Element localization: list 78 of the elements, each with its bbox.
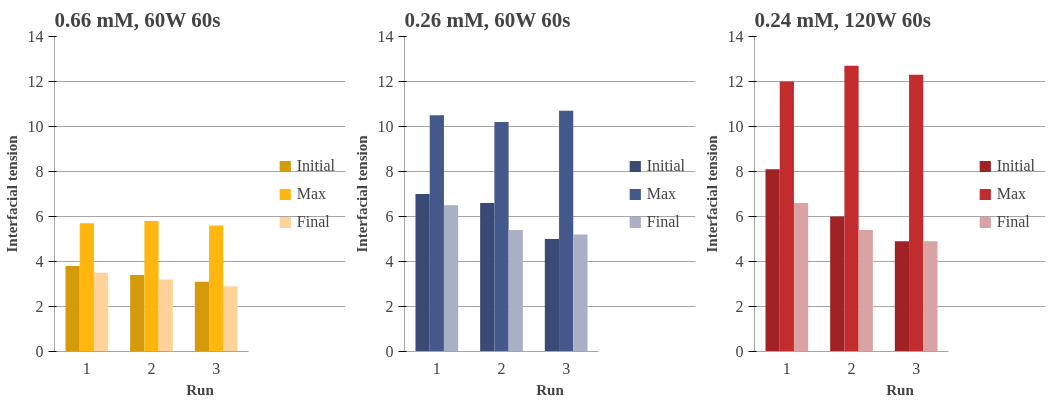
y-tick-label: 12 bbox=[27, 73, 44, 90]
bar bbox=[209, 225, 224, 352]
y-tick-label: 10 bbox=[727, 118, 744, 135]
bar bbox=[415, 194, 430, 352]
bar bbox=[830, 216, 845, 352]
y-tick-label: 2 bbox=[735, 298, 744, 315]
x-tick-label: 1 bbox=[432, 359, 441, 377]
x-tick-label: 3 bbox=[562, 359, 571, 377]
x-axis-title: Run bbox=[886, 381, 915, 398]
legend-label: Max bbox=[996, 184, 1027, 203]
x-tick-label: 3 bbox=[912, 359, 921, 377]
bar bbox=[130, 275, 145, 352]
bar bbox=[858, 230, 873, 352]
x-tick-label: 2 bbox=[147, 359, 156, 377]
y-tick-label: 8 bbox=[385, 163, 394, 180]
bar bbox=[779, 81, 794, 352]
legend-label: Final bbox=[646, 212, 680, 231]
y-tick-label: 14 bbox=[27, 28, 44, 45]
y-tick-label: 6 bbox=[35, 208, 44, 225]
legend-label: Initial bbox=[296, 156, 335, 175]
y-tick-label: 4 bbox=[385, 253, 394, 270]
bar bbox=[144, 221, 159, 352]
bar bbox=[429, 115, 444, 352]
bar bbox=[508, 230, 523, 352]
bar bbox=[494, 122, 509, 352]
x-axis-title: Run bbox=[536, 381, 565, 398]
bar bbox=[194, 281, 210, 352]
bar bbox=[544, 239, 560, 352]
y-tick-label: 4 bbox=[35, 253, 44, 270]
y-tick-label: 4 bbox=[735, 253, 744, 270]
y-tick-label: 14 bbox=[727, 28, 744, 45]
y-axis-title: Interfacial tension bbox=[703, 134, 720, 253]
x-tick-label: 2 bbox=[497, 359, 506, 377]
chart-title: 0.26 mM, 60W 60s bbox=[404, 7, 571, 32]
y-tick-label: 14 bbox=[377, 28, 394, 45]
y-tick-label: 6 bbox=[735, 208, 744, 225]
y-tick-label: 6 bbox=[385, 208, 394, 225]
bar bbox=[559, 110, 574, 352]
bar bbox=[93, 272, 109, 352]
x-tick-label: 2 bbox=[847, 359, 856, 377]
bar bbox=[909, 74, 924, 352]
legend-label: Final bbox=[996, 212, 1030, 231]
y-tick-label: 0 bbox=[735, 343, 744, 360]
legend-label: Initial bbox=[646, 156, 685, 175]
y-tick-label: 0 bbox=[35, 343, 44, 360]
x-tick-label: 1 bbox=[82, 359, 91, 377]
bar bbox=[765, 169, 780, 352]
bar bbox=[573, 234, 588, 352]
y-tick-label: 8 bbox=[735, 163, 744, 180]
y-tick-label: 2 bbox=[35, 298, 44, 315]
chart-title: 0.66 mM, 60W 60s bbox=[54, 7, 221, 32]
y-tick-label: 12 bbox=[727, 73, 744, 90]
bar bbox=[65, 266, 80, 352]
y-axis-title: Interfacial tension bbox=[353, 134, 370, 253]
bar bbox=[480, 203, 495, 352]
y-tick-label: 0 bbox=[385, 343, 394, 360]
legend-label: Max bbox=[646, 184, 677, 203]
chart-title: 0.24 mM, 120W 60s bbox=[754, 7, 931, 32]
x-tick-label: 1 bbox=[782, 359, 791, 377]
y-tick-label: 2 bbox=[385, 298, 394, 315]
y-tick-label: 12 bbox=[377, 73, 394, 90]
bar bbox=[158, 279, 173, 352]
legend-label: Max bbox=[296, 184, 327, 203]
bar bbox=[223, 286, 238, 352]
bar bbox=[443, 205, 459, 352]
bar bbox=[923, 241, 938, 352]
bar bbox=[793, 203, 809, 352]
legend-label: Initial bbox=[996, 156, 1035, 175]
x-axis-title: Run bbox=[186, 381, 215, 398]
bar bbox=[894, 241, 910, 352]
legend-label: Final bbox=[296, 212, 330, 231]
y-tick-label: 8 bbox=[35, 163, 44, 180]
y-tick-label: 10 bbox=[377, 118, 394, 135]
y-axis-title: Interfacial tension bbox=[3, 134, 20, 253]
y-tick-label: 10 bbox=[27, 118, 44, 135]
bar bbox=[844, 65, 859, 352]
x-tick-label: 3 bbox=[212, 359, 221, 377]
bar bbox=[79, 223, 94, 352]
